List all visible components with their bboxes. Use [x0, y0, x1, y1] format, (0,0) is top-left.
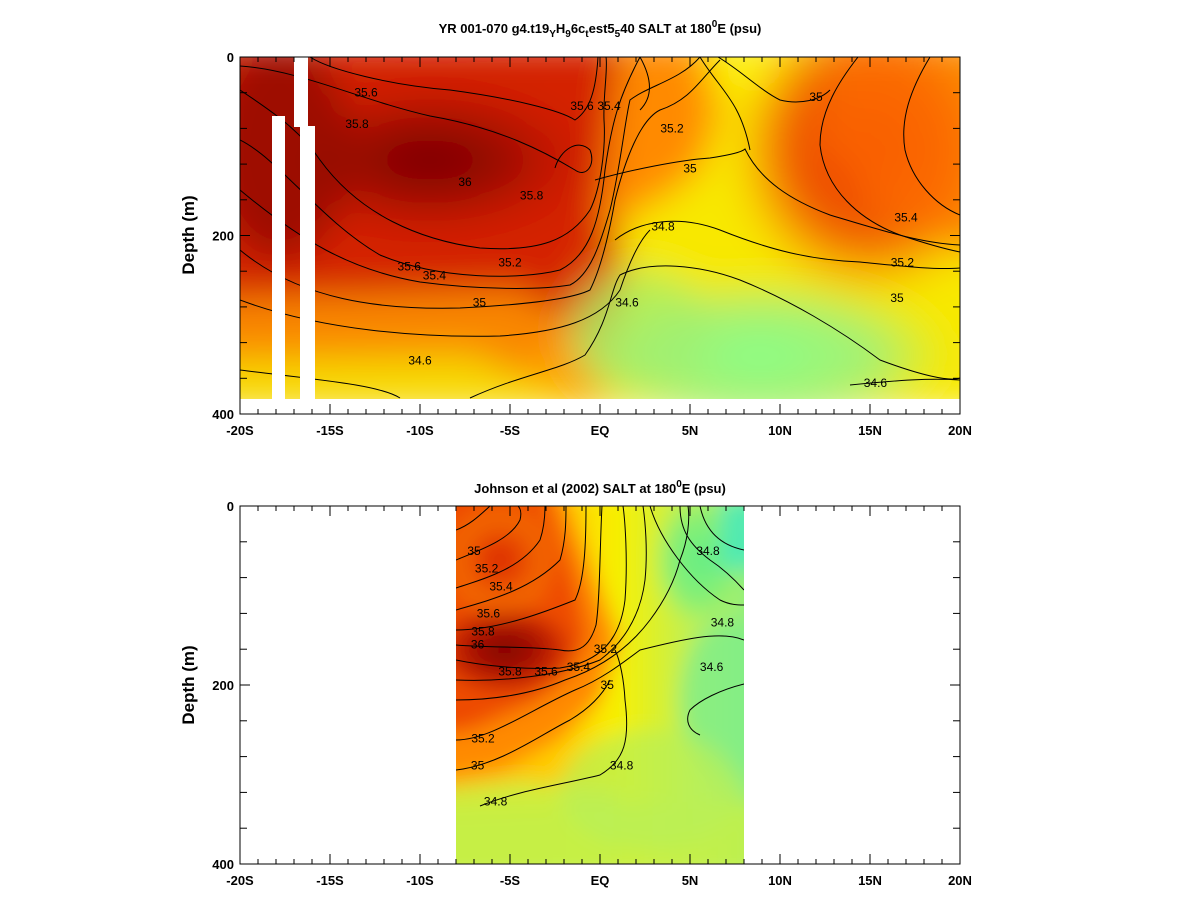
- missing-strip: [240, 399, 960, 400]
- contour-label: 35: [890, 291, 904, 305]
- contour-label: 34.8: [651, 220, 675, 234]
- contour-label: 35.4: [894, 211, 918, 225]
- y-axis-label-bottom: Depth (m): [179, 645, 198, 724]
- x-ticks-bottom: -20S -15S -10S -5S EQ 5N 10N 15N 20N: [226, 506, 972, 888]
- contour-label: 34.8: [610, 759, 634, 773]
- panel-bottom: Johnson et al (2002) SALT at 1800E (psu): [179, 479, 972, 888]
- contour-label: 35.8: [345, 117, 369, 131]
- contour-label: 35.2: [471, 732, 495, 746]
- contour-label: 35.2: [891, 255, 915, 269]
- y-tick-label: 400: [212, 857, 234, 872]
- y-tick-label: 200: [212, 229, 234, 244]
- contour-label: 36: [471, 638, 485, 652]
- x-tick-label: -5S: [500, 873, 521, 888]
- contour-label: 34.6: [864, 376, 888, 390]
- contour-label: 35.8: [471, 624, 495, 638]
- contour-label: 35.6: [398, 260, 422, 274]
- contour-label: 35: [809, 90, 823, 104]
- contour-lines-bottom: [456, 506, 744, 807]
- contour-label: 34.6: [615, 295, 639, 309]
- contour-label: 35: [467, 544, 481, 558]
- x-ticks-top: -20S -15S -10S -5S EQ 5N 10N 15N 20N: [226, 57, 972, 438]
- x-tick-label: -20S: [226, 873, 254, 888]
- chart-title-bottom: Johnson et al (2002) SALT at 1800E (psu): [474, 479, 726, 496]
- y-tick-label: 400: [212, 407, 234, 422]
- contour-label: 35.6: [477, 606, 501, 620]
- x-tick-label: 20N: [948, 873, 972, 888]
- contour-label: 35.2: [660, 121, 684, 135]
- y-ticks-bottom: 0 200 400: [212, 499, 960, 872]
- y-tick-label: 200: [212, 678, 234, 693]
- contour-label: 35.8: [520, 188, 544, 202]
- missing-column: [272, 116, 285, 400]
- contour-label: 35.6: [534, 665, 558, 679]
- x-tick-label: 10N: [768, 423, 792, 438]
- contour-label: 34.8: [696, 544, 720, 558]
- contour-label: 35.6: [570, 99, 594, 113]
- y-tick-label: 0: [227, 50, 234, 65]
- contour-label: 34.6: [408, 353, 432, 367]
- x-tick-label: -10S: [406, 873, 434, 888]
- contour-label: 35.6: [354, 86, 378, 100]
- panel-top: YR 001-070 g4.t19YH96ctest5540 SALT at 1…: [179, 19, 972, 438]
- contour-label: 35.2: [498, 255, 522, 269]
- contour-label: 35.4: [489, 580, 513, 594]
- x-tick-label: EQ: [591, 423, 610, 438]
- contour-label: 34.6: [700, 660, 724, 674]
- missing-column: [300, 57, 308, 400]
- x-tick-label: -20S: [226, 423, 254, 438]
- chart-title-top: YR 001-070 g4.t19YH96ctest5540 SALT at 1…: [439, 19, 762, 40]
- contour-label: 35.4: [597, 99, 621, 113]
- y-tick-label: 0: [227, 499, 234, 514]
- contour-label: 34.8: [484, 794, 508, 808]
- x-tick-label: 20N: [948, 423, 972, 438]
- x-tick-label: -10S: [406, 423, 434, 438]
- y-ticks-top: 0 200 400: [212, 50, 960, 422]
- x-tick-label: 10N: [768, 873, 792, 888]
- x-tick-label: EQ: [591, 873, 610, 888]
- contour-label: 36: [458, 175, 472, 189]
- x-tick-label: -15S: [316, 873, 344, 888]
- x-tick-label: 5N: [682, 423, 699, 438]
- x-tick-label: 5N: [682, 873, 699, 888]
- missing-column: [307, 126, 315, 400]
- y-axis-label-top: Depth (m): [179, 195, 198, 274]
- contour-label: 35: [473, 295, 487, 309]
- contour-label: 35.4: [423, 269, 447, 283]
- contour-label: 35.2: [594, 642, 618, 656]
- contour-label: 35: [601, 678, 615, 692]
- contour-label: 35: [471, 759, 485, 773]
- x-tick-label: 15N: [858, 873, 882, 888]
- missing-columns-top: [240, 57, 960, 400]
- contour-label: 35.8: [498, 665, 522, 679]
- x-tick-label: 15N: [858, 423, 882, 438]
- contour-label: 35.4: [567, 660, 591, 674]
- contour-label: 34.8: [711, 615, 735, 629]
- contour-label: 35.2: [475, 562, 499, 576]
- x-tick-label: -15S: [316, 423, 344, 438]
- x-tick-label: -5S: [500, 423, 521, 438]
- contour-label: 35: [683, 162, 697, 176]
